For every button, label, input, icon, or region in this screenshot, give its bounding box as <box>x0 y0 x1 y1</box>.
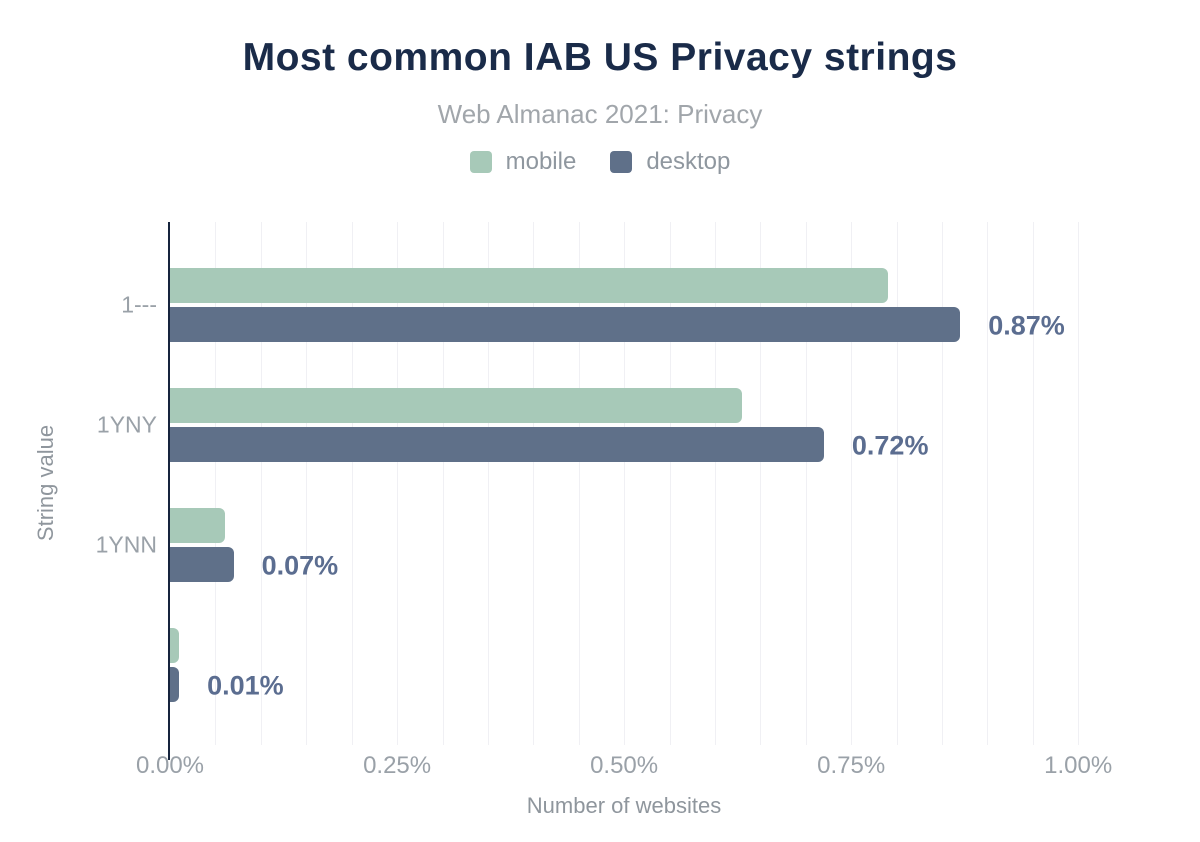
x-tick-label: 0.25% <box>363 752 432 779</box>
gridline <box>351 222 353 745</box>
category-label: 1--- <box>121 291 157 318</box>
gridline <box>1078 222 1080 745</box>
mobile-bar <box>170 628 180 663</box>
gridline <box>760 222 762 745</box>
legend-item-mobile[interactable]: mobile <box>469 148 577 176</box>
x-tick-label: 0.75% <box>817 752 886 779</box>
legend-swatch-desktop <box>610 151 633 173</box>
value-label: 0.07% <box>261 550 339 580</box>
plot-area: 0.87% 0.72% 0.07% 0.01% <box>168 222 1140 760</box>
gridline <box>578 222 580 745</box>
x-tick-label: 0.00% <box>135 752 205 779</box>
gridline <box>896 222 898 745</box>
gridline <box>442 222 444 745</box>
gridline <box>487 222 489 745</box>
gridline <box>987 222 989 745</box>
gridline <box>851 222 853 745</box>
x-axis-title: Number of websites <box>526 793 722 818</box>
gridline <box>942 222 943 745</box>
gridline <box>260 222 262 745</box>
legend-item-desktop[interactable]: desktop <box>610 148 730 176</box>
desktop-bar <box>170 427 824 462</box>
gridline <box>306 222 308 745</box>
mobile-bar <box>170 268 888 303</box>
legend-label: mobile <box>505 148 577 175</box>
gridline <box>805 222 807 745</box>
gridline <box>533 222 535 745</box>
legend-label: desktop <box>646 148 731 175</box>
gridline <box>669 222 671 745</box>
gridline <box>215 222 217 745</box>
y-axis-title: String value <box>33 424 58 542</box>
gridline <box>714 222 716 745</box>
desktop-bar <box>170 667 180 702</box>
category-label: 1YNN <box>95 531 157 558</box>
desktop-bar <box>170 547 234 582</box>
mobile-bar <box>170 388 743 423</box>
x-tick-label: 1.00% <box>1044 752 1113 779</box>
x-tick-label: 0.50% <box>590 752 659 779</box>
gridline <box>624 222 626 745</box>
chart-subtitle: Web Almanac 2021: Privacy <box>437 99 763 129</box>
mobile-bar <box>170 508 225 543</box>
value-label: 0.87% <box>988 310 1065 340</box>
gridline <box>1032 222 1034 745</box>
legend: mobile desktop <box>0 148 1200 176</box>
chart-title: Most common IAB US Privacy strings <box>242 36 958 79</box>
y-axis-line <box>168 222 170 760</box>
value-label: 0.72% <box>851 430 929 460</box>
category-label: 1YNY <box>96 411 157 438</box>
legend-swatch-mobile <box>469 151 492 173</box>
desktop-bar <box>170 307 961 342</box>
gridline <box>397 222 399 745</box>
value-label: 0.01% <box>207 670 284 700</box>
